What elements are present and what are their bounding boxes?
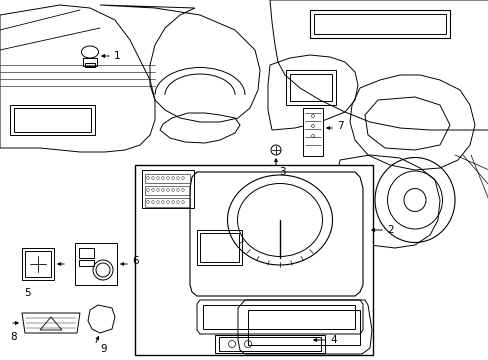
Bar	[309, 10, 449, 38]
Text: 1: 1	[114, 51, 121, 61]
Bar	[79, 248, 94, 258]
Text: 5: 5	[24, 288, 31, 298]
Bar	[22, 248, 54, 280]
Bar	[200, 233, 239, 262]
Bar	[145, 186, 190, 195]
Text: 8: 8	[10, 332, 17, 342]
Polygon shape	[88, 305, 115, 333]
Bar	[289, 74, 331, 101]
Ellipse shape	[81, 46, 98, 58]
Bar	[135, 165, 372, 355]
Bar	[197, 230, 242, 265]
Bar	[215, 335, 325, 353]
Bar	[285, 70, 335, 105]
Ellipse shape	[93, 260, 113, 280]
Text: 7: 7	[336, 121, 343, 131]
Bar	[303, 108, 323, 156]
Bar	[75, 243, 117, 285]
Text: 9: 9	[100, 344, 106, 354]
Bar	[14, 108, 91, 132]
Bar	[25, 251, 51, 277]
Text: 6: 6	[132, 256, 138, 266]
Bar	[145, 174, 190, 183]
Bar	[10, 105, 95, 135]
Text: 3: 3	[279, 167, 285, 177]
Bar	[313, 14, 445, 34]
Bar	[85, 63, 95, 67]
Bar	[219, 337, 320, 351]
Ellipse shape	[270, 145, 281, 155]
Bar	[83, 58, 97, 66]
Bar	[247, 310, 359, 345]
Text: 2: 2	[386, 225, 393, 235]
Text: 4: 4	[329, 335, 336, 345]
Polygon shape	[22, 313, 80, 333]
Bar	[142, 170, 194, 208]
Bar	[79, 260, 94, 266]
Bar	[203, 305, 354, 329]
Bar	[145, 198, 190, 207]
